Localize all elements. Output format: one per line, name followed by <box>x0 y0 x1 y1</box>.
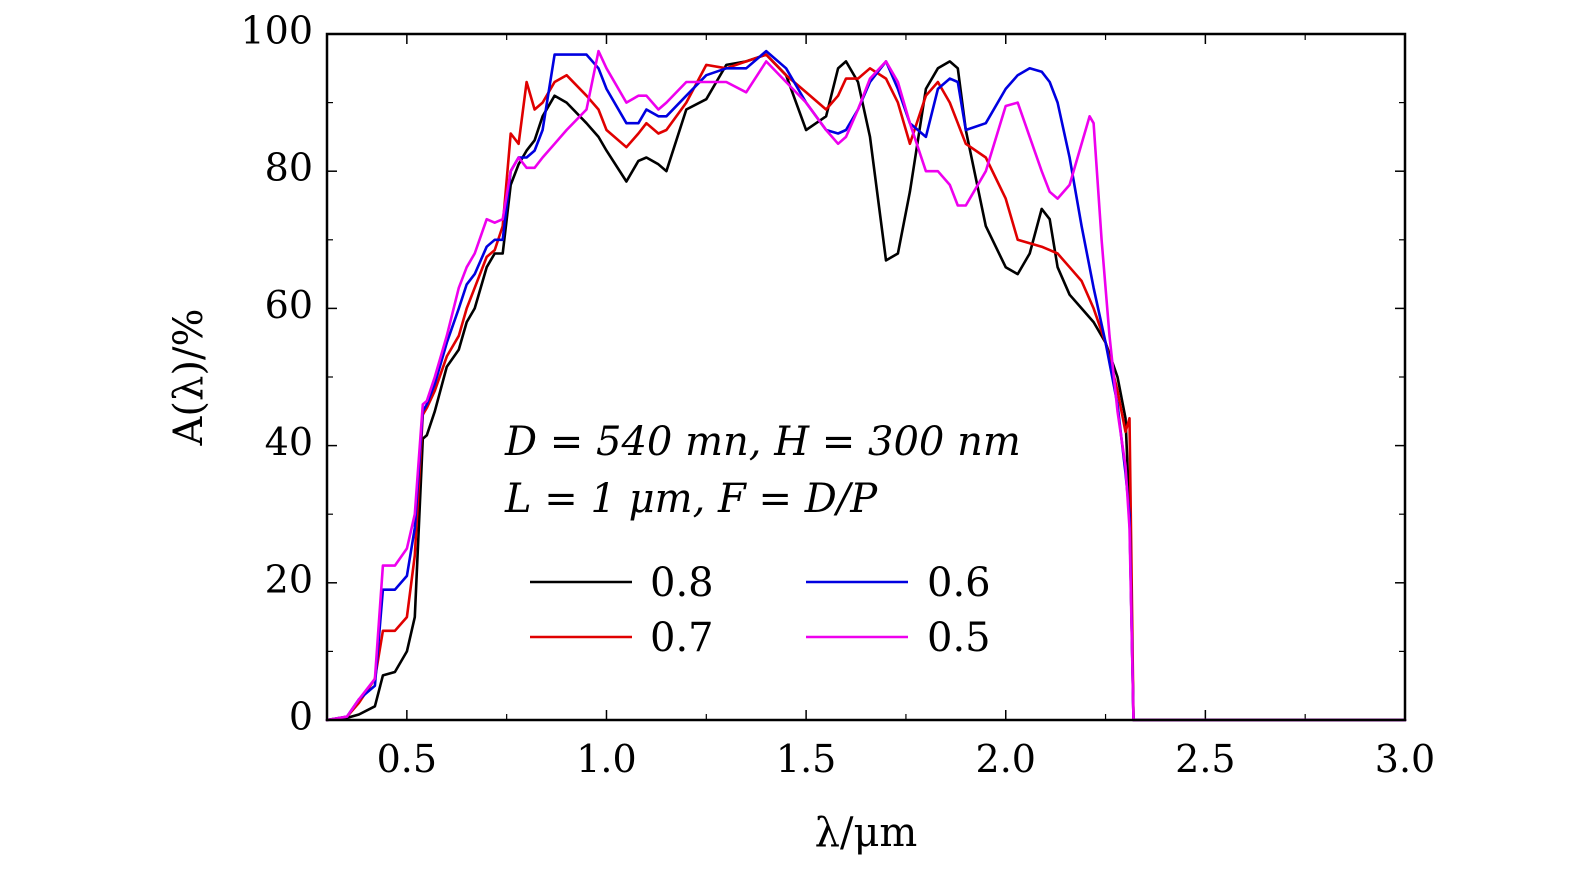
y-tick-label: 80 <box>265 146 313 190</box>
legend-label-0.7: 0.7 <box>650 615 714 661</box>
x-axis-title: λ/μm <box>815 810 918 856</box>
series-line-0.6 <box>325 49 1407 722</box>
plot-frame <box>325 32 1407 722</box>
x-tick-label: 2.5 <box>1175 737 1235 781</box>
legend-label-0.5: 0.5 <box>927 615 991 661</box>
y-tick-label: 20 <box>265 557 313 601</box>
y-tick-label: 40 <box>265 420 313 464</box>
x-tick-label: 2.0 <box>976 737 1036 781</box>
x-tick-label: 0.5 <box>377 737 437 781</box>
annotation-line-1: D = 540 mn, H = 300 nm <box>504 419 1021 465</box>
legend-label-0.8: 0.8 <box>650 560 714 606</box>
y-tick-label: 0 <box>289 695 313 739</box>
series-line-0.7 <box>325 53 1407 722</box>
x-tick-label: 3.0 <box>1375 737 1435 781</box>
x-tick-label: 1.5 <box>776 737 836 781</box>
y-tick-label: 60 <box>265 283 313 327</box>
y-axis-title: A(λ)/% <box>166 309 212 447</box>
y-tick-label: 100 <box>240 9 313 53</box>
series-line-0.5 <box>325 49 1407 722</box>
axis-ticks <box>327 33 1406 721</box>
legend-label-0.6: 0.6 <box>927 560 991 606</box>
annotation-line-2: L = 1 μm, F = D/P <box>504 476 878 522</box>
legend: 0.8 0.7 0.6 0.5 <box>530 560 991 661</box>
series-line-0.8 <box>325 53 1407 722</box>
series-lines <box>325 49 1407 722</box>
x-tick-label: 1.0 <box>576 737 636 781</box>
tick-labels: 0.5 1.0 1.5 2.0 2.5 3.0 0 20 40 60 80 100 <box>240 9 1435 782</box>
